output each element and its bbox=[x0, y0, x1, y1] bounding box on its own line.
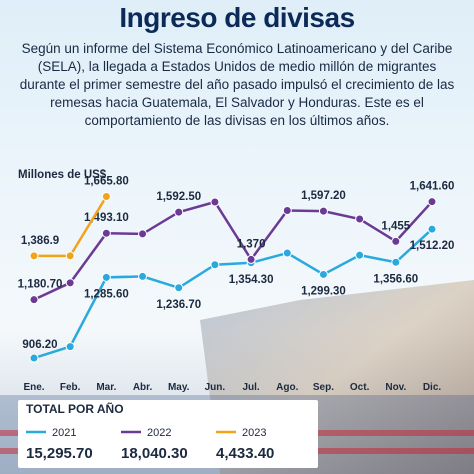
point bbox=[427, 197, 437, 207]
value-label: 1,455 bbox=[381, 220, 410, 232]
legend-label: 2021 bbox=[52, 427, 76, 439]
value-label: 1,386.9 bbox=[21, 235, 59, 247]
point bbox=[318, 206, 328, 216]
point bbox=[427, 224, 437, 234]
value-label: 1,356.60 bbox=[373, 273, 418, 285]
point bbox=[65, 251, 75, 261]
totals-box bbox=[18, 400, 318, 468]
value-label: 906.20 bbox=[22, 339, 57, 351]
point bbox=[101, 192, 111, 202]
value-label: 1,285.60 bbox=[84, 288, 129, 300]
value-label: 1,597.20 bbox=[301, 190, 346, 202]
value-label: 1,641.60 bbox=[410, 181, 455, 193]
x-tick-label: Sep. bbox=[313, 382, 334, 393]
point bbox=[101, 272, 111, 282]
point bbox=[355, 250, 365, 260]
point bbox=[65, 278, 75, 288]
value-label: 1,665.80 bbox=[84, 176, 129, 188]
point bbox=[391, 257, 401, 267]
total-value: 15,295.70 bbox=[26, 445, 93, 462]
value-label: 1,370 bbox=[237, 238, 266, 250]
point bbox=[282, 206, 292, 216]
x-tick-label: May. bbox=[168, 382, 190, 393]
x-tick-label: Abr. bbox=[133, 382, 153, 393]
point bbox=[29, 251, 39, 261]
value-label: 1,592.50 bbox=[156, 191, 201, 203]
x-tick-label: Jun. bbox=[205, 382, 226, 393]
point bbox=[246, 254, 256, 264]
value-label: 1,512.20 bbox=[410, 240, 455, 252]
x-tick-label: Dic. bbox=[423, 382, 442, 393]
point bbox=[355, 214, 365, 224]
point bbox=[391, 236, 401, 246]
point bbox=[210, 260, 220, 270]
x-tick-label: Nov. bbox=[385, 382, 406, 393]
point bbox=[65, 342, 75, 352]
total-value: 4,433.40 bbox=[216, 445, 274, 462]
value-label: 1,180.70 bbox=[18, 279, 63, 291]
legend-label: 2022 bbox=[147, 427, 171, 439]
y-axis-label: Millones de US$ bbox=[18, 169, 107, 181]
point bbox=[174, 283, 184, 293]
total-value: 18,040.30 bbox=[121, 445, 188, 462]
x-tick-label: Mar. bbox=[96, 382, 116, 393]
x-tick-label: Ene. bbox=[23, 382, 44, 393]
title: Ingreso de divisas bbox=[119, 2, 355, 33]
point bbox=[138, 229, 148, 239]
point bbox=[101, 228, 111, 238]
point bbox=[318, 269, 328, 279]
x-tick-label: Ago. bbox=[276, 382, 298, 393]
value-label: 1,354.30 bbox=[229, 274, 274, 286]
point bbox=[138, 271, 148, 281]
series-line bbox=[33, 228, 433, 360]
value-label: 1,236.70 bbox=[156, 299, 201, 311]
legend-label: 2023 bbox=[242, 427, 266, 439]
point bbox=[282, 248, 292, 258]
x-tick-label: Feb. bbox=[60, 382, 81, 393]
point bbox=[174, 207, 184, 217]
x-tick-label: Oct. bbox=[350, 382, 370, 393]
point bbox=[210, 197, 220, 207]
point bbox=[29, 353, 39, 363]
series-line bbox=[33, 200, 433, 301]
subtitle: Según un informe del Sistema Económico L… bbox=[19, 41, 455, 128]
point bbox=[29, 295, 39, 305]
x-tick-label: Jul. bbox=[242, 382, 259, 393]
value-label: 1,299.30 bbox=[301, 285, 346, 297]
totals-title: TOTAL POR AÑO bbox=[26, 401, 124, 416]
